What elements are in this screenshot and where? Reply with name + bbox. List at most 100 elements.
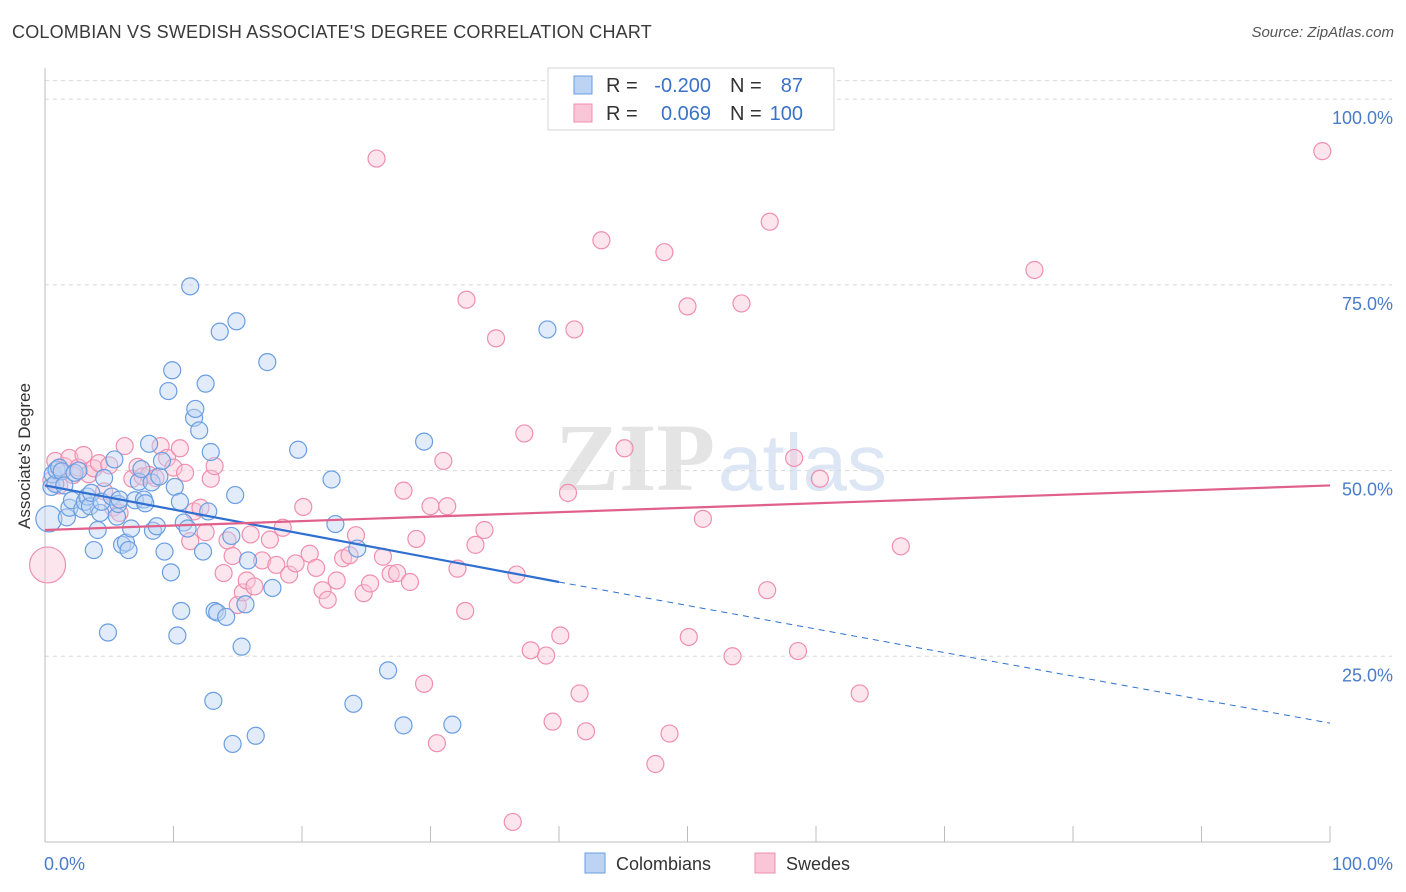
colombians-point-71 xyxy=(236,595,255,614)
swedes-point-52 xyxy=(327,571,346,590)
colombians-point-64 xyxy=(208,603,227,622)
colombians-point-77 xyxy=(322,470,341,489)
colombians-point-50 xyxy=(170,492,190,511)
swedes-point-97 xyxy=(758,581,777,600)
swedes-point-99 xyxy=(785,448,804,468)
colombians-point-49 xyxy=(168,626,187,645)
swedes-point-89 xyxy=(646,754,665,774)
swedes-point-39 xyxy=(241,525,260,544)
legend-r-value-colombians: -0.200 xyxy=(654,75,711,97)
swedes-point-16 xyxy=(115,436,134,456)
trend-lines xyxy=(44,484,1331,724)
swedes-point-41 xyxy=(253,551,272,570)
colombians-point-67 xyxy=(223,734,242,754)
legend-n-value-swedes: 100 xyxy=(770,103,803,125)
colombians-point-42 xyxy=(150,467,169,486)
colombians-point-66 xyxy=(217,607,236,627)
swedes-point-100 xyxy=(788,641,808,661)
colombians-point-85 xyxy=(538,320,557,339)
swedes-point-90 xyxy=(655,243,674,262)
swedes-point-102 xyxy=(850,684,869,703)
chart-title: COLOMBIAN VS SWEDISH ASSOCIATE'S DEGREE … xyxy=(12,22,652,42)
colombians-point-47 xyxy=(163,361,182,380)
y-tick-label-75: 75.0% xyxy=(1342,294,1393,314)
swedes-point-88 xyxy=(615,439,634,458)
colombians-point-81 xyxy=(378,661,398,680)
colombians-point-82 xyxy=(394,716,413,735)
colombians-point-86 xyxy=(222,526,241,546)
colombians-point-73 xyxy=(246,726,265,745)
swedes-point-56 xyxy=(354,584,373,603)
colombians-point-76 xyxy=(289,440,308,459)
swedes-point-72 xyxy=(457,290,476,309)
y-tick-label-25: 25.0% xyxy=(1342,665,1393,685)
colombians-point-72 xyxy=(238,551,258,570)
swedes-point-32 xyxy=(205,457,224,476)
colombians-point-61 xyxy=(201,442,220,462)
swedes-point-49 xyxy=(307,558,326,577)
swedes-point-91 xyxy=(660,724,679,743)
swedes-point-74 xyxy=(475,520,494,540)
swedes-point-69 xyxy=(438,497,457,516)
y-tick-label-50: 50.0% xyxy=(1342,480,1393,500)
colombians-point-18 xyxy=(84,540,103,560)
colombians-point-22 xyxy=(95,468,114,488)
swedes-point-66 xyxy=(421,497,440,516)
legend-n-label-swedes: N = xyxy=(730,103,762,125)
colombians-point-54 xyxy=(181,277,200,296)
swedes-point-64 xyxy=(407,529,426,549)
swedes-point-101 xyxy=(810,469,829,488)
swedes-point-79 xyxy=(521,641,540,660)
swedes-point-45 xyxy=(280,565,299,584)
legend-swatch-colombians xyxy=(573,75,593,95)
swedes-point-105 xyxy=(1313,142,1332,161)
swedes-point-25 xyxy=(170,439,190,458)
colombians-point-79 xyxy=(344,694,363,713)
swedes-point-47 xyxy=(294,497,313,517)
colombians-point-70 xyxy=(232,637,251,656)
x-tick-label-min: 0.0% xyxy=(44,854,85,874)
bottom-legend-swatch-colombians xyxy=(584,852,606,874)
legend-r-value-swedes: 0.069 xyxy=(661,103,711,125)
colombians-point-35 xyxy=(132,459,151,479)
swedes-point-75 xyxy=(486,329,506,348)
colombians-point-16 xyxy=(80,497,100,516)
swedes-point-73 xyxy=(466,535,485,554)
swedes-point-78 xyxy=(515,424,534,443)
swedes-point-26 xyxy=(175,463,195,482)
swedes-point-68 xyxy=(434,451,453,471)
swedes-point-50 xyxy=(313,581,332,600)
colombians-point-32 xyxy=(121,519,141,538)
swedes-point-30 xyxy=(196,523,215,542)
swedes-point-65 xyxy=(414,674,434,693)
y-axis-labels: 25.0% 50.0% 75.0% 100.0% xyxy=(1332,108,1393,685)
swedes-point-24 xyxy=(164,458,183,477)
axes xyxy=(44,68,1331,843)
swedes-point-82 xyxy=(551,626,570,645)
swedes-point-94 xyxy=(693,509,713,528)
colombians-point-59 xyxy=(196,374,215,393)
colombians-point-62 xyxy=(204,691,223,710)
swedes-point-80 xyxy=(537,646,556,665)
colombians-point-56 xyxy=(186,399,205,419)
colombians-point-19 xyxy=(88,520,107,540)
colombians-point-57 xyxy=(190,421,209,440)
swedes-point-87 xyxy=(592,231,611,250)
colombians-point-74 xyxy=(258,353,277,372)
x-tick-label-max: 100.0% xyxy=(1332,854,1393,874)
swedes-point-40 xyxy=(245,577,264,596)
swedes-point-76 xyxy=(503,812,522,832)
swedes-point-61 xyxy=(387,563,407,583)
colombians-point-0 xyxy=(35,505,63,533)
colombians-point-53 xyxy=(178,519,197,538)
colombians-point-51 xyxy=(172,601,191,621)
swedes-point-67 xyxy=(427,734,447,753)
swedes-point-46 xyxy=(286,554,305,573)
colombians-point-44 xyxy=(155,542,174,561)
colombians-point-68 xyxy=(226,485,245,505)
colombians-point-84 xyxy=(443,715,462,734)
bottom-legend-label-swedes: Swedes xyxy=(786,854,850,874)
legend-box xyxy=(547,67,835,131)
swedes-point-0 xyxy=(28,546,67,584)
